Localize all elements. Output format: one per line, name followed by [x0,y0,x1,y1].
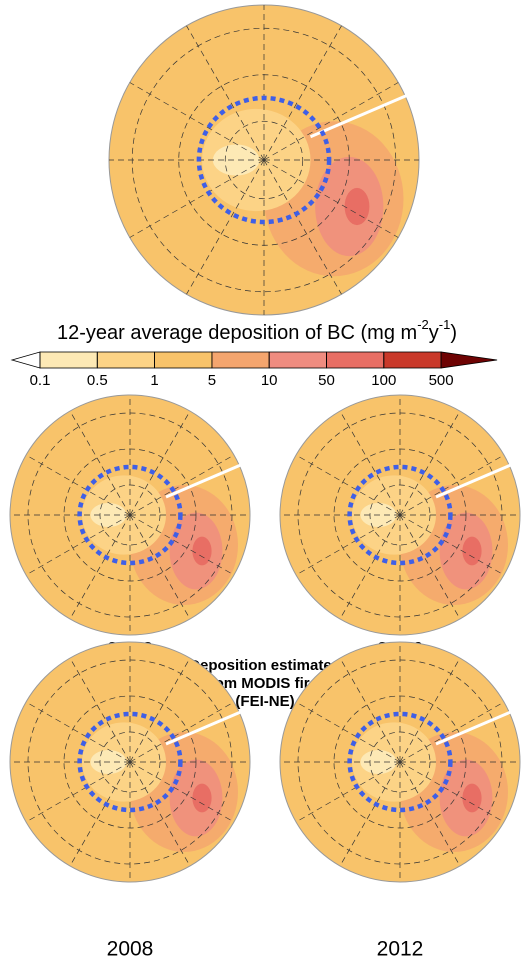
map-region [192,536,212,566]
meridian [399,410,461,516]
meridian [399,761,505,823]
map-region [462,536,482,566]
meridian [399,454,505,516]
seam [435,706,521,746]
arctic-circle [347,711,453,813]
meridian [129,657,191,763]
colorbar-segment [154,351,213,369]
meridian [129,761,191,867]
colorbar-title-part: ) [450,322,457,344]
colorbar-extend-low [10,351,41,369]
meridian [69,761,131,867]
colorbar-tick-label: 1 [150,372,158,389]
meridian [129,701,235,763]
polar-map [279,641,521,883]
map-region [192,783,212,813]
seam [165,706,251,746]
map-region [212,144,260,176]
meridian [263,25,342,161]
meridian [339,761,401,867]
meridian [295,761,401,823]
meridian [295,701,401,763]
year-label: 2012 [377,938,424,961]
colorbar-title-part: -1 [439,317,451,332]
polar-map [108,4,420,316]
arctic-circle [347,464,453,566]
meridian [263,159,399,238]
meridian [129,410,191,516]
arctic-circle [196,95,332,225]
meridian [129,514,235,576]
colorbar-tick-label: 5 [208,372,216,389]
seam [435,459,521,499]
meridian [399,514,461,620]
arctic-circle [77,464,183,566]
colorbar-title-part: y [429,322,439,344]
meridian [69,514,131,620]
meridian [129,82,265,161]
seam [309,88,420,139]
colorbar-segment [211,351,270,369]
polar-map [9,641,251,883]
meridian [25,454,131,516]
latitude-line [224,120,304,200]
colorbar-tick-label: 500 [429,372,454,389]
annotation: from MODIS fires [204,675,327,692]
colorbar-extend-high [440,351,498,369]
meridian [399,701,505,763]
meridian [25,514,131,576]
colorbar-segment [326,351,385,369]
colorbar-title-part: 12-year average deposition of BC (mg m [57,322,417,344]
polar-map [9,394,251,636]
colorbar-segment [96,351,156,369]
meridian [129,454,235,516]
meridian [399,761,461,867]
map-region [344,187,370,226]
meridian [263,82,399,161]
meridian [25,701,131,763]
colorbar-title-part: -2 [417,317,429,332]
colorbar-segment [268,351,327,369]
meridian [69,657,131,763]
meridian [399,657,461,763]
polar-map [279,394,521,636]
meridian [339,514,401,620]
colorbar-segment [39,351,98,369]
meridian [69,410,131,516]
colorbar-segment [383,351,442,369]
colorbar-tick-label: 0.1 [30,372,51,389]
colorbar-title: 12-year average deposition of BC (mg m-2… [57,317,457,344]
meridian [295,454,401,516]
meridian [263,159,342,295]
colorbar-tick-label: 50 [318,372,335,389]
colorbar-tick-label: 0.5 [87,372,108,389]
seam [165,459,251,499]
meridian [339,657,401,763]
map-region [462,783,482,813]
meridian [25,761,131,823]
colorbar-tick-label: 10 [261,372,278,389]
meridian [399,514,505,576]
year-label: 2008 [107,938,154,961]
meridian [129,514,191,620]
meridian [186,25,265,161]
meridian [339,410,401,516]
meridian [186,159,265,295]
annotation: (FEI-NE) [235,693,294,710]
arctic-circle [77,711,183,813]
colorbar-tick-label: 100 [371,372,396,389]
meridian [295,514,401,576]
annotation: Deposition estimated [189,657,341,674]
meridian [129,159,265,238]
meridian [129,761,235,823]
